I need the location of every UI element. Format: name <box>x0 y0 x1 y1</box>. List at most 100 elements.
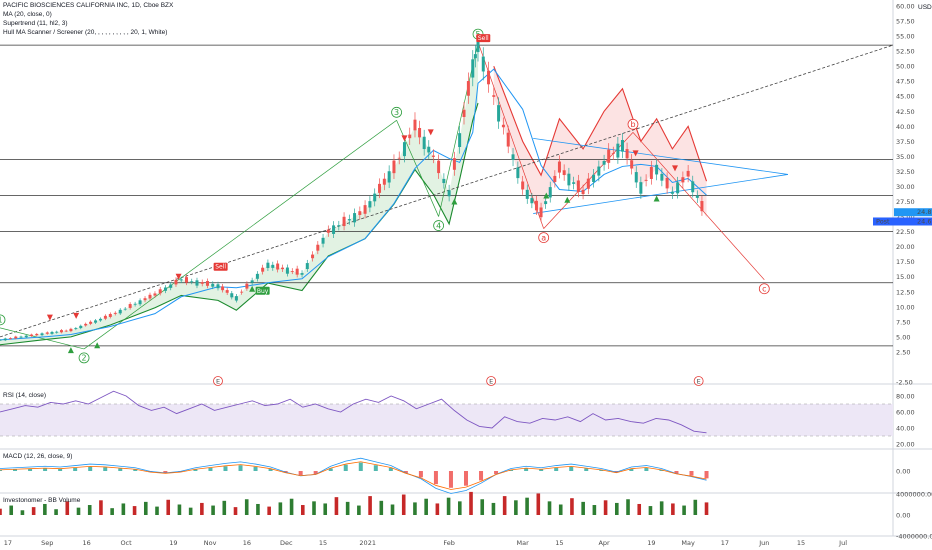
volume-bar <box>379 500 384 515</box>
candle-body <box>544 201 548 205</box>
candle-body <box>337 225 341 227</box>
macd-histogram-bar <box>28 468 33 471</box>
candle-body <box>153 293 157 296</box>
volume-bar <box>446 497 451 515</box>
legend-supertrend[interactable]: Supertrend (11, hl2, 3) <box>3 20 68 27</box>
price-tick-label: 50.00 <box>896 63 915 71</box>
volume-bar <box>289 498 294 515</box>
candle-body <box>431 155 435 157</box>
volume-bar <box>121 503 126 515</box>
volume-bar <box>312 501 316 515</box>
macd-histogram-bar <box>584 468 589 471</box>
candle-body <box>639 182 643 194</box>
candle-body <box>245 283 249 289</box>
volume-bar <box>570 498 574 515</box>
candle-body <box>597 166 601 176</box>
volume-bar <box>536 493 541 515</box>
candle-body <box>695 195 699 198</box>
candle-body <box>3 338 7 341</box>
currency-label[interactable]: USD <box>918 4 932 11</box>
candle-body <box>363 205 367 214</box>
candle-body <box>148 294 152 299</box>
time-tick-label: Nov <box>204 539 217 547</box>
candle-body <box>19 336 23 338</box>
time-tick-label: 19 <box>647 539 655 547</box>
candle-body <box>225 290 229 293</box>
last-price-text: 24.89 <box>917 208 932 216</box>
candle-body <box>24 335 28 338</box>
candle-body <box>368 201 372 208</box>
hull-buy-marker <box>564 196 571 203</box>
candle-body <box>373 193 377 202</box>
volume-bar <box>424 498 428 515</box>
macd-line <box>0 457 707 494</box>
earnings-marker <box>693 376 704 386</box>
candle-body <box>255 273 259 279</box>
time-tick-label: 17 <box>721 539 729 547</box>
candle-body <box>620 140 624 152</box>
macd-histogram-bar <box>313 471 318 475</box>
time-tick-label: 16 <box>243 539 251 547</box>
volume-bar <box>603 500 608 515</box>
macd-histogram-bar <box>599 469 604 471</box>
candle-body <box>539 207 543 218</box>
volume-bar <box>637 503 642 515</box>
legend-volume[interactable]: Investonomer - BB Volume <box>3 497 81 504</box>
candle-body <box>9 338 13 339</box>
volume-bar <box>211 505 215 515</box>
legend-hull[interactable]: Hull MA Scanner / Screener (20, , , , , … <box>3 29 168 36</box>
volume-tick-label: 0.00 <box>896 512 910 520</box>
candle-body <box>413 119 417 131</box>
supertrend-down-zone <box>493 66 707 219</box>
candle-body <box>103 315 107 319</box>
volume-bar <box>233 507 238 515</box>
wave-segment <box>632 132 765 280</box>
candle-body <box>408 134 412 139</box>
hull-sell-marker <box>46 314 53 321</box>
price-axis[interactable]: 60.00 57.50 55.00 52.50 50.00 47.50 45.00 42.50… <box>873 3 932 387</box>
time-tick-label: Dec <box>280 539 293 547</box>
volume-bar <box>390 504 395 515</box>
volume-bar <box>704 502 709 515</box>
macd-histogram-bar <box>704 471 709 479</box>
macd-histogram-bar <box>208 467 213 471</box>
legend-symbol[interactable]: PACIFIC BIOSCIENCES CALIFORNIA INC, 1D, … <box>3 2 174 9</box>
candle-body <box>332 225 336 234</box>
time-tick-label: 15 <box>797 539 805 547</box>
moving-average-line <box>0 68 707 341</box>
wave-label-b: b <box>630 120 635 129</box>
candle-body <box>676 182 680 194</box>
macd-histogram-bar <box>388 467 393 471</box>
time-tick-label: Sep <box>41 539 53 547</box>
candle-body <box>250 280 254 283</box>
candle-body <box>113 312 117 314</box>
candle-body <box>326 229 330 233</box>
legend-macd[interactable]: MACD (12, 26, close, 9) <box>3 453 73 460</box>
candle-body <box>402 142 406 157</box>
macd-histogram-bar <box>223 466 228 471</box>
annotations-layer: 12345abcSellSellBuyEEE <box>0 28 770 386</box>
time-axis[interactable]: 17 Sep 16 Oct 19 Nov 16 Dec 15 2021 Feb Mar 15 Apr 19 M… <box>4 539 847 547</box>
candle-body <box>576 180 580 192</box>
post-price-badge <box>873 217 932 226</box>
wave-label-c: c <box>762 284 766 293</box>
time-tick-label: Jun <box>758 539 769 547</box>
candle-body <box>458 133 462 147</box>
hull-sell-marker <box>401 135 408 142</box>
rsi-band <box>0 404 893 436</box>
macd-pane: 0.00 <box>0 457 910 494</box>
wave-label-circle <box>758 283 770 295</box>
candle-body <box>163 287 167 291</box>
wave-label-a: a <box>541 233 546 242</box>
candle-body <box>184 277 188 283</box>
macd-histogram-bar <box>103 467 108 471</box>
legend-ma[interactable]: MA (20, close, 0) <box>3 11 52 18</box>
volume-bar <box>9 505 14 515</box>
legend-rsi[interactable]: RSI (14, close) <box>3 392 46 399</box>
candle-body <box>240 291 244 293</box>
macd-histogram-bar <box>509 469 514 471</box>
candle-body <box>481 56 485 72</box>
candle-body <box>353 213 357 223</box>
rsi-tick-label: 40.00 <box>896 425 915 433</box>
